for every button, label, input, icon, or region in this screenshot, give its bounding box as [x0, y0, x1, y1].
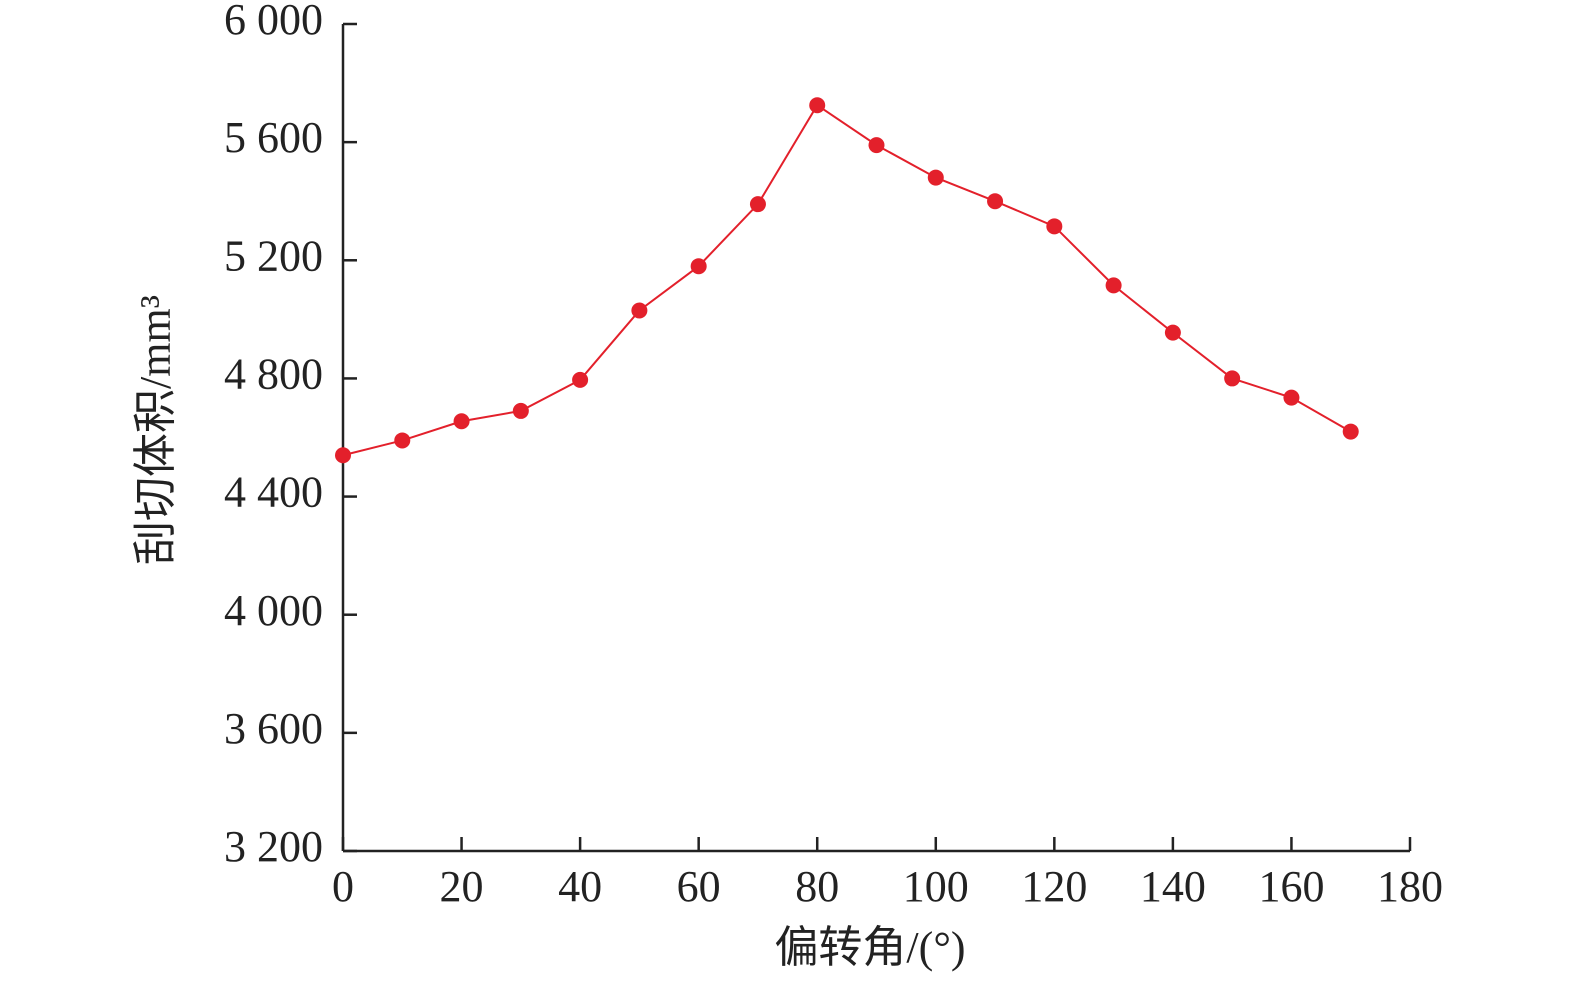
data-point [394, 432, 411, 449]
data-point [1105, 277, 1122, 294]
x-tick-label: 140 [1140, 862, 1206, 911]
y-tick-label: 5 600 [224, 113, 323, 162]
data-point [1046, 218, 1063, 235]
x-tick-label: 60 [677, 862, 721, 911]
y-axis-label: 刮切体积/mm³ [131, 295, 180, 565]
data-point [335, 447, 351, 464]
x-tick-label: 100 [903, 862, 969, 911]
x-tick-label: 120 [1021, 862, 1087, 911]
data-point [631, 302, 648, 319]
data-point [987, 193, 1004, 210]
data-point [453, 413, 470, 430]
data-point [1342, 423, 1359, 440]
x-tick-label: 80 [795, 862, 839, 911]
data-point [1283, 389, 1300, 406]
data-point [512, 402, 529, 419]
data-point [1224, 370, 1241, 387]
y-tick-label: 4 400 [224, 468, 323, 517]
y-tick-label: 4 800 [224, 350, 323, 399]
y-tick-label: 3 200 [224, 822, 323, 871]
data-point [927, 169, 944, 186]
y-tick-label: 4 000 [224, 586, 323, 635]
x-tick-label: 0 [332, 862, 354, 911]
data-point [1164, 324, 1181, 341]
data-point [868, 137, 885, 154]
x-tick-label: 40 [558, 862, 602, 911]
data-point [572, 371, 589, 388]
series-line [342, 103, 1352, 457]
x-tick-label: 160 [1258, 862, 1324, 911]
x-axis-label: 偏转角/(°) [774, 923, 965, 972]
y-tick-label: 6 000 [224, 0, 323, 44]
y-tick-label: 5 200 [224, 231, 323, 280]
data-point [690, 258, 707, 275]
y-tick-label: 3 600 [224, 704, 323, 753]
x-tick-label: 180 [1377, 862, 1443, 911]
data-point [749, 196, 766, 213]
data-point [809, 97, 826, 114]
x-tick-label: 20 [440, 862, 484, 911]
